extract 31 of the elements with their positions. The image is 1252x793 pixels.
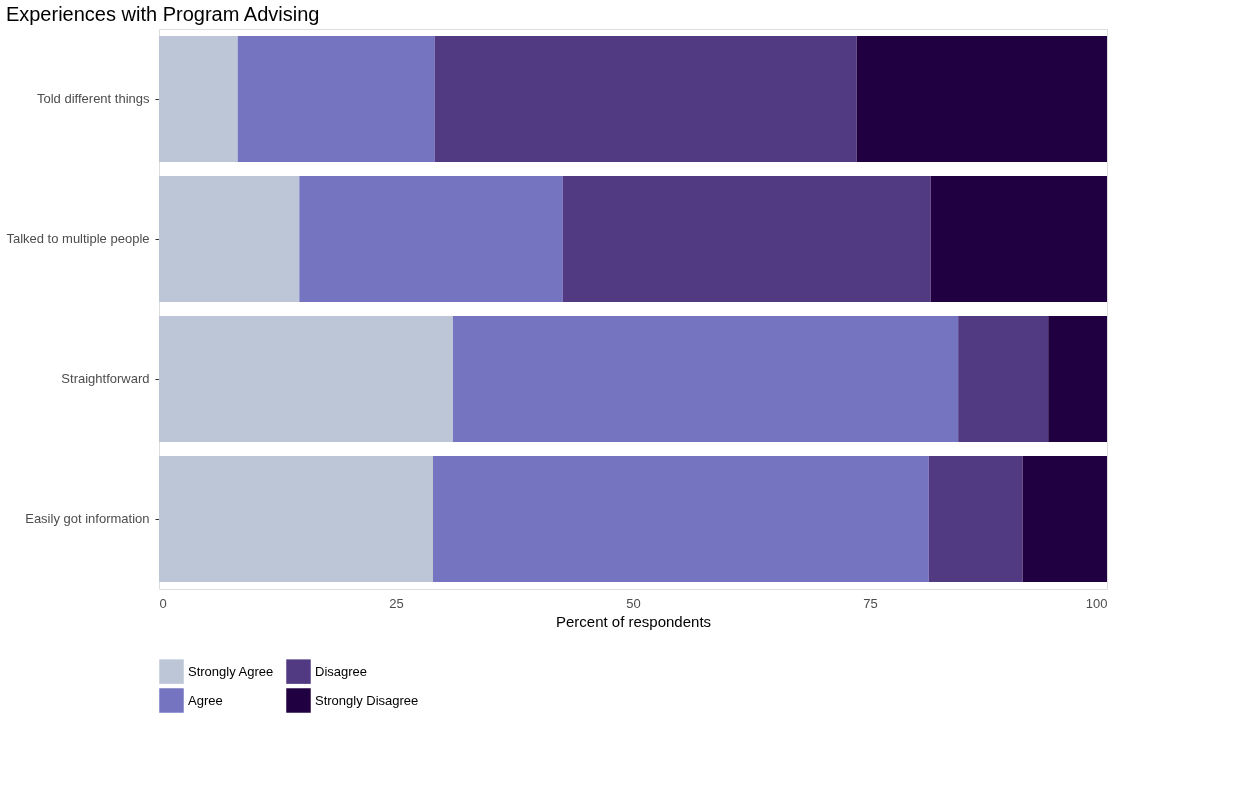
- y-tick-label: Told different things: [37, 91, 150, 106]
- bar: [930, 176, 1107, 302]
- bar: [562, 176, 931, 302]
- legend-label: Agree: [188, 692, 223, 708]
- bar: [299, 176, 563, 302]
- bar: [856, 36, 1107, 162]
- y-tick-label: Talked to multiple people: [6, 231, 150, 246]
- bar: [159, 456, 433, 582]
- x-axis-title: Percent of respondents: [555, 612, 712, 630]
- y-tick-label: Straightforward: [61, 371, 150, 386]
- bar: [1022, 456, 1107, 582]
- x-tick-label: 0: [159, 595, 167, 611]
- bar: [159, 36, 238, 162]
- x-tick-label: 25: [389, 595, 404, 611]
- bar: [237, 36, 435, 162]
- bar: [159, 176, 300, 302]
- x-tick-label: 50: [626, 595, 641, 611]
- bar: [452, 316, 959, 442]
- bar: [434, 36, 857, 162]
- x-tick-label: 100: [1085, 595, 1108, 611]
- legend-label: Strongly Disagree: [315, 692, 419, 708]
- y-tick-label: Easily got information: [25, 511, 150, 526]
- x-tick-label: 75: [863, 595, 878, 611]
- bar: [1048, 316, 1107, 442]
- legend-label: Disagree: [315, 663, 368, 679]
- bar: [159, 316, 453, 442]
- chart-title: Experiences with Program Advising: [5, 3, 320, 25]
- bar: [958, 316, 1049, 442]
- bar: [928, 456, 1023, 582]
- legend-label: Strongly Agree: [188, 663, 274, 679]
- bar: [432, 456, 929, 582]
